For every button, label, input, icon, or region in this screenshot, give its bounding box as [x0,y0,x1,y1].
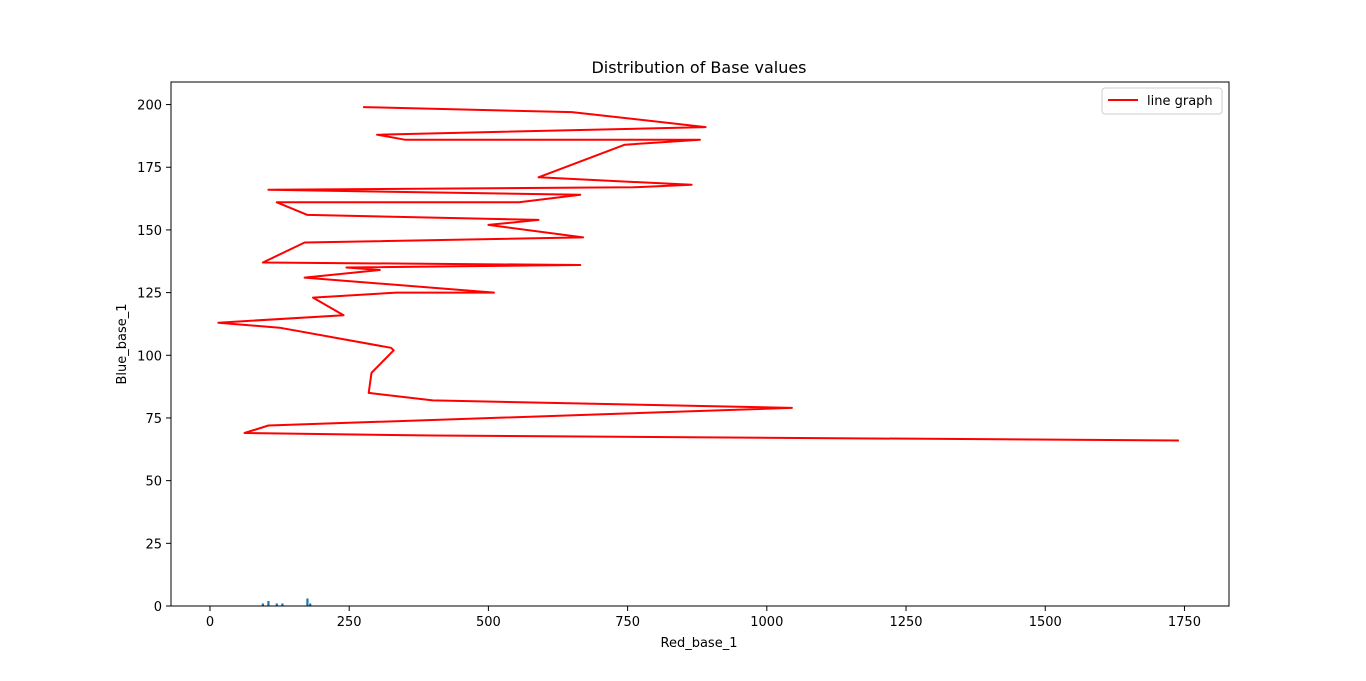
line-series [217,106,1179,442]
legend: line graph [1101,87,1223,115]
y-axis-ticks: 0 25 50 75 100 125 150 175 200 [137,99,171,615]
y-tick-label: 125 [137,287,162,302]
x-tick-label: 0 [206,615,214,630]
x-axis-ticks: 0 250 500 750 1000 1250 1500 1750 [206,606,1201,630]
chart-title: Distribution of Base values [591,58,806,77]
y-axis-label: Blue_base_1 [115,303,130,384]
y-tick-label: 100 [137,349,162,364]
histogram-bar [306,598,309,606]
x-tick-label: 500 [476,615,501,630]
histogram-bar [309,603,312,606]
legend-box [1101,87,1223,115]
x-tick-label: 1000 [750,615,783,630]
histogram-bar [275,603,278,606]
histogram-bar [267,600,270,606]
y-tick-label: 50 [145,475,162,490]
y-tick-label: 175 [137,161,162,176]
y-tick-label: 75 [145,412,162,427]
y-tick-label: 0 [154,600,162,615]
x-tick-label: 250 [337,615,362,630]
x-tick-label: 1500 [1029,615,1062,630]
y-tick-label: 200 [137,99,162,114]
x-tick-label: 1750 [1168,615,1201,630]
legend-label-line-graph: line graph [1147,94,1213,109]
histogram-bars [261,598,312,606]
x-axis-label: Red_base_1 [661,636,738,651]
series-line-graph [217,106,1179,442]
histogram-bar [261,603,264,606]
histogram-bar [281,603,284,606]
plot-area-frame [170,81,1230,607]
y-tick-label: 25 [145,537,162,552]
x-tick-label: 1250 [889,615,922,630]
x-tick-label: 750 [615,615,640,630]
y-tick-label: 150 [137,224,162,239]
